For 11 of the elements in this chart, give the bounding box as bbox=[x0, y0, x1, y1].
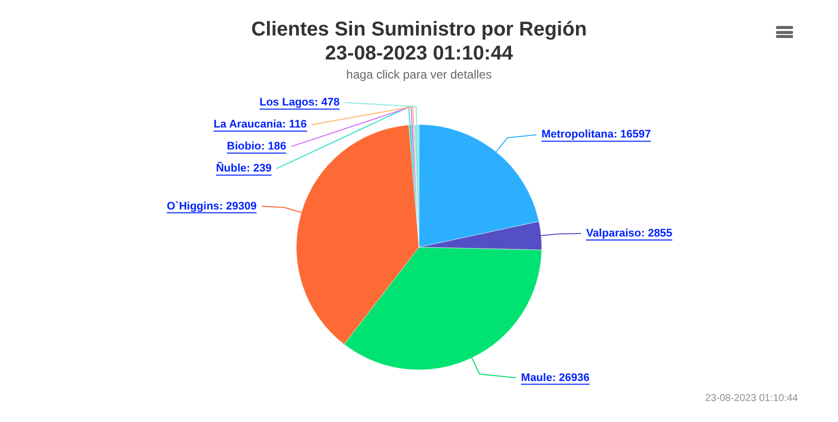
slice-label: La Araucania: 116 bbox=[214, 118, 307, 131]
slice-label: O`Higgins: 29309 bbox=[166, 200, 257, 212]
slice-label: Metropolitana: 16597 bbox=[541, 128, 651, 141]
slice-label: Los Lagos: 478 bbox=[259, 96, 340, 109]
text: 23-08-2023 01:10:44 bbox=[705, 393, 798, 404]
slice-label: Valparaiso: 2855 bbox=[586, 228, 672, 240]
slice-label: Biobio: 186 bbox=[226, 140, 286, 153]
slice-label: Ñuble: 239 bbox=[216, 162, 272, 175]
chart-title: Clientes Sin Suministro por Región 23-08-2023 01:10:44 bbox=[251, 18, 587, 65]
slice-label: Maule: 26936 bbox=[521, 372, 590, 384]
chart-subtitle: haga click para ver detalles bbox=[346, 68, 492, 82]
